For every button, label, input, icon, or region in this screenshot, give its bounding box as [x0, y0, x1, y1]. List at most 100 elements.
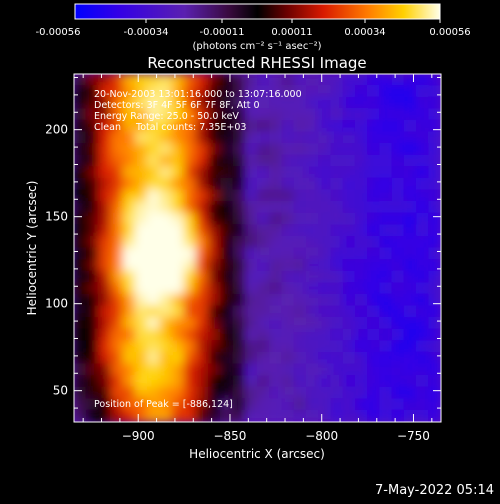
heatmap-cell [293, 328, 307, 342]
heatmap-cell [428, 270, 441, 284]
heatmap-cell [85, 305, 99, 319]
heatmap-cell [110, 96, 124, 110]
heatmap-cell [122, 259, 136, 272]
heatmap-cell [134, 328, 148, 342]
heatmap-cell [305, 375, 320, 388]
heatmap-cell [293, 317, 307, 330]
heatmap-cell [74, 305, 87, 319]
heatmap-cell [269, 166, 283, 179]
heatmap-cell [146, 119, 161, 133]
heatmap-cell [208, 375, 222, 388]
heatmap-cell [416, 96, 430, 110]
heatmap-cell [110, 351, 124, 365]
heatmap-cell [110, 189, 124, 203]
colorbar-tick-label: 0.00034 [344, 27, 385, 38]
heatmap-cell [74, 166, 87, 179]
heatmap-cell [232, 317, 246, 330]
heatmap-cell [195, 293, 210, 307]
heatmap-cell [195, 131, 210, 145]
heatmap-cell [159, 282, 173, 295]
heatmap-cell [183, 305, 197, 319]
heatmap-cell [379, 189, 393, 203]
heatmap-cell [74, 85, 87, 98]
heatmap-cell [110, 270, 124, 284]
heatmap-cell [146, 293, 161, 307]
heatmap-cell [97, 282, 112, 295]
heatmap-cell [183, 143, 197, 156]
timestamp: 7-May-2022 05:14 [375, 483, 494, 498]
heatmap-cell [159, 85, 173, 98]
heatmap-cell [318, 351, 332, 365]
heatmap-cell [269, 398, 283, 411]
heatmap-cell [391, 351, 405, 365]
heatmap-cell [74, 247, 87, 261]
heatmap-cell [354, 108, 369, 121]
heatmap-cell [159, 108, 173, 121]
heatmap-cell [195, 328, 210, 342]
heatmap-cell [74, 328, 87, 342]
heatmap-cell [171, 85, 185, 98]
heatmap-cell [97, 398, 112, 411]
heatmap-cell [74, 398, 87, 411]
heatmap-cell [269, 375, 283, 388]
heatmap-cell [354, 375, 369, 388]
heatmap-cell [122, 375, 136, 388]
axis-tick-labels: −900 −850 −800 −750 50 100 150 200 [45, 123, 430, 443]
heatmap-cell [367, 201, 381, 214]
heatmap-cell [367, 212, 381, 226]
heatmap-cell [220, 224, 234, 237]
heatmap-cell [318, 74, 332, 87]
heatmap-cell [416, 154, 430, 168]
heatmap-cell [391, 409, 405, 422]
heatmap-cell [220, 189, 234, 203]
heatmap-cell [85, 96, 99, 110]
heatmap-cell [244, 386, 258, 400]
x-tick-label: −800 [305, 429, 338, 443]
heatmap-cell [122, 386, 136, 400]
heatmap-cell [330, 305, 344, 319]
heatmap-cell [85, 282, 99, 295]
x-tick-label: −850 [213, 429, 246, 443]
heatmap-cell [257, 409, 271, 422]
heatmap-cell [342, 177, 356, 191]
heatmap-cell [354, 305, 369, 319]
heatmap-cell [220, 305, 234, 319]
heatmap-cell [146, 340, 161, 353]
heatmap-cell [354, 166, 369, 179]
heatmap-cell [403, 317, 418, 330]
heatmap-cell [146, 131, 161, 145]
heatmap-cell [257, 340, 271, 353]
heatmap-cell [220, 96, 234, 110]
heatmap-cell [379, 270, 393, 284]
heatmap-cell [281, 119, 295, 133]
heatmap-cell [305, 305, 320, 319]
heatmap-cell [342, 154, 356, 168]
heatmap-cell [269, 328, 283, 342]
heatmap-cell [195, 143, 210, 156]
heatmap-cell [281, 96, 295, 110]
heatmap-cell [208, 270, 222, 284]
heatmap-cell [257, 224, 271, 237]
heatmap-cell [379, 259, 393, 272]
heatmap-cell [74, 131, 87, 145]
heatmap-cell [85, 85, 99, 98]
heatmap-cell [244, 189, 258, 203]
heatmap-cell [220, 74, 234, 87]
heatmap-cell [403, 293, 418, 307]
heatmap-cell [122, 108, 136, 121]
heatmap-cell [428, 212, 441, 226]
heatmap-cell [330, 177, 344, 191]
heatmap-cell [281, 398, 295, 411]
heatmap-cell [171, 375, 185, 388]
heatmap-cell [171, 351, 185, 365]
heatmap-cell [342, 166, 356, 179]
heatmap-cell [269, 351, 283, 365]
heatmap-cell [110, 143, 124, 156]
heatmap-cell [257, 96, 271, 110]
heatmap-cell [208, 224, 222, 237]
heatmap-cell [208, 363, 222, 377]
heatmap-cell [208, 247, 222, 261]
heatmap-cell [342, 282, 356, 295]
colorbar-ticks [145, 19, 441, 23]
heatmap-cell [85, 328, 99, 342]
